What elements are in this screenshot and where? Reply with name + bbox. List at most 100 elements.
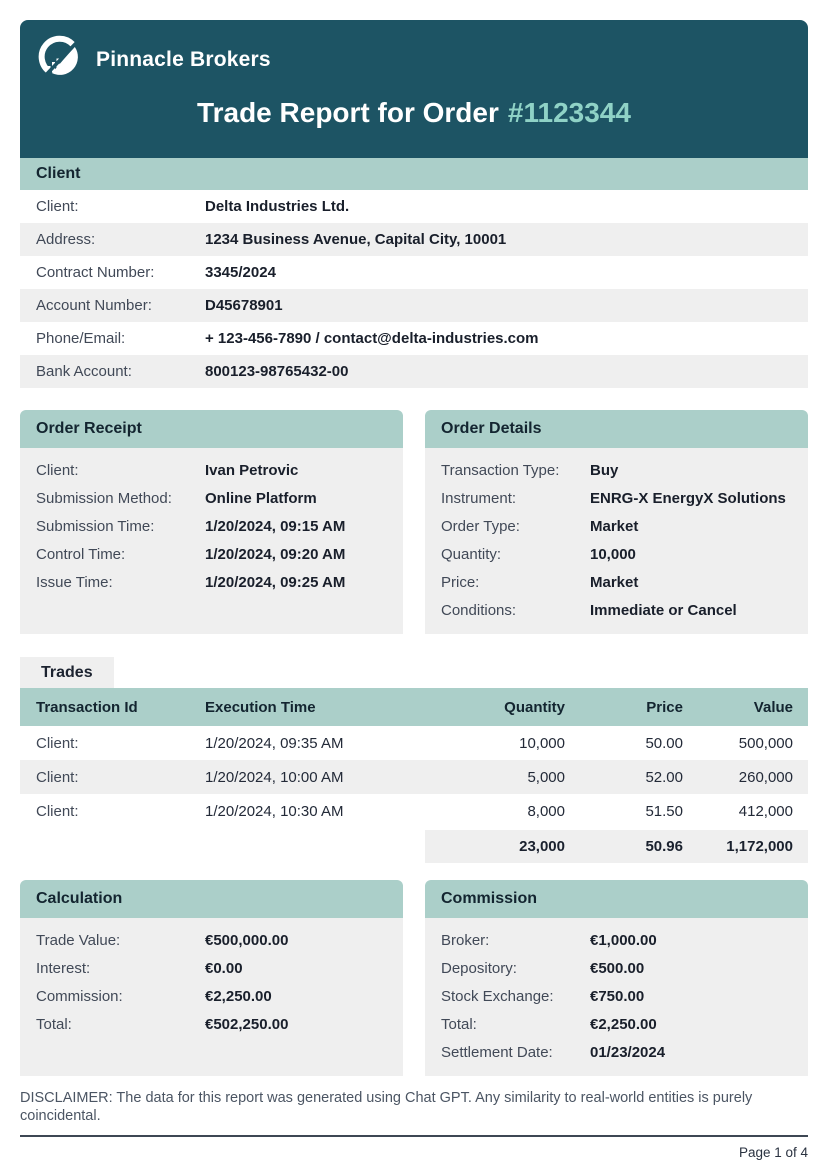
trades-section: Trades Transaction Id Execution Time Qua… bbox=[20, 657, 808, 863]
field-value: €500.00 bbox=[590, 960, 645, 977]
table-row: Client: Delta Industries Ltd. bbox=[20, 190, 808, 223]
report-header: Pinnacle Brokers Trade Report for Order #… bbox=[20, 20, 808, 158]
field-value: Online Platform bbox=[205, 490, 317, 507]
field-row: Order Type: Market bbox=[441, 513, 792, 541]
field-value: + 123-456-7890 / contact@delta-industrie… bbox=[205, 330, 539, 347]
cell-value: 500,000 bbox=[738, 734, 793, 752]
col-header-value: Value bbox=[753, 698, 793, 716]
client-section-header: Client bbox=[20, 158, 808, 190]
card-body: Transaction Type: Buy Instrument: ENRG-X… bbox=[425, 448, 808, 634]
field-value: Market bbox=[590, 574, 639, 591]
col-header-price: Price bbox=[646, 698, 683, 716]
cell-price: 52.00 bbox=[645, 768, 683, 786]
field-row: Client: Ivan Petrovic bbox=[36, 457, 387, 485]
commission-card: Commission Broker: €1,000.00 Depository:… bbox=[425, 880, 808, 1076]
field-value: 3345/2024 bbox=[205, 264, 276, 281]
table-row: Phone/Email: + 123-456-7890 / contact@de… bbox=[20, 322, 808, 355]
card-title: Order Receipt bbox=[20, 410, 403, 448]
field-label: Phone/Email: bbox=[36, 330, 126, 347]
card-body: Client: Ivan Petrovic Submission Method:… bbox=[20, 448, 403, 634]
trades-totals-row: 23,000 50.96 1,172,000 bbox=[425, 830, 808, 863]
field-label: Issue Time: bbox=[36, 574, 113, 591]
field-label: Depository: bbox=[441, 960, 517, 977]
field-label: Order Type: bbox=[441, 518, 520, 535]
field-row: Price: Market bbox=[441, 569, 792, 597]
order-details-card: Order Details Transaction Type: Buy Inst… bbox=[425, 410, 808, 634]
cell-price: 51.50 bbox=[645, 802, 683, 820]
field-value: 1/20/2024, 09:25 AM bbox=[205, 574, 346, 591]
field-label: Client: bbox=[36, 462, 79, 479]
footer-divider bbox=[20, 1135, 808, 1138]
cell-quantity: 5,000 bbox=[527, 768, 565, 786]
field-value: Market bbox=[590, 518, 639, 535]
field-row: Transaction Type: Buy bbox=[441, 457, 792, 485]
field-label: Stock Exchange: bbox=[441, 988, 554, 1005]
cell-quantity: 8,000 bbox=[527, 802, 565, 820]
field-value: €500,000.00 bbox=[205, 932, 289, 949]
summary-cards-row: Calculation Trade Value: €500,000.00 Int… bbox=[20, 880, 808, 1076]
field-row: Conditions: Immediate or Cancel bbox=[441, 597, 792, 625]
table-row: Client: 1/20/2024, 10:30 AM 8,000 51.50 … bbox=[20, 794, 808, 828]
field-label: Broker: bbox=[441, 932, 490, 949]
field-label: Bank Account: bbox=[36, 363, 132, 380]
field-value: €1,000.00 bbox=[590, 932, 657, 949]
field-label: Settlement Date: bbox=[441, 1044, 553, 1061]
field-value: 01/23/2024 bbox=[590, 1044, 666, 1061]
cell-execution-time: 1/20/2024, 09:35 AM bbox=[205, 734, 344, 752]
table-row: Contract Number: 3345/2024 bbox=[20, 256, 808, 289]
field-label: Total: bbox=[441, 1016, 477, 1033]
table-row: Client: 1/20/2024, 09:35 AM 10,000 50.00… bbox=[20, 726, 808, 760]
field-row: Total: €2,250.00 bbox=[441, 1011, 792, 1039]
field-value: €2,250.00 bbox=[205, 988, 272, 1005]
disclaimer-text: DISCLAIMER: The data for this report was… bbox=[20, 1090, 753, 1124]
field-row: Commission: €2,250.00 bbox=[36, 983, 387, 1011]
order-cards-row: Order Receipt Client: Ivan Petrovic Subm… bbox=[20, 410, 808, 634]
circle-bar-chart-icon bbox=[38, 35, 82, 84]
order-number: #1123344 bbox=[507, 97, 631, 128]
cell-transaction-id: Client: bbox=[36, 768, 79, 786]
table-row: Bank Account: 800123-98765432-00 bbox=[20, 355, 808, 388]
total-value: 1,172,000 bbox=[726, 838, 793, 855]
field-label: Submission Time: bbox=[36, 518, 155, 535]
field-label: Account Number: bbox=[36, 297, 152, 314]
field-row: Settlement Date: 01/23/2024 bbox=[441, 1039, 792, 1067]
cell-execution-time: 1/20/2024, 10:30 AM bbox=[205, 802, 344, 820]
field-value: 800123-98765432-00 bbox=[205, 363, 349, 380]
field-row: Submission Method: Online Platform bbox=[36, 485, 387, 513]
field-row: Trade Value: €500,000.00 bbox=[36, 927, 387, 955]
field-label: Conditions: bbox=[441, 602, 517, 619]
brand-name: Pinnacle Brokers bbox=[96, 47, 271, 71]
cell-transaction-id: Client: bbox=[36, 802, 79, 820]
field-row: Depository: €500.00 bbox=[441, 955, 792, 983]
total-quantity: 23,000 bbox=[519, 838, 565, 855]
field-label: Price: bbox=[441, 574, 480, 591]
card-title: Calculation bbox=[20, 880, 403, 918]
field-row: Stock Exchange: €750.00 bbox=[441, 983, 792, 1011]
cell-quantity: 10,000 bbox=[519, 734, 565, 752]
card-title: Commission bbox=[425, 880, 808, 918]
field-value: 1/20/2024, 09:20 AM bbox=[205, 546, 346, 563]
table-row: Account Number: D45678901 bbox=[20, 289, 808, 322]
field-row: Control Time: 1/20/2024, 09:20 AM bbox=[36, 541, 387, 569]
field-row: Issue Time: 1/20/2024, 09:25 AM bbox=[36, 569, 387, 597]
page-title: Trade Report for Order #1123344 bbox=[38, 97, 790, 129]
field-value: 10,000 bbox=[590, 546, 636, 563]
table-row: Address: 1234 Business Avenue, Capital C… bbox=[20, 223, 808, 256]
field-value: €502,250.00 bbox=[205, 1016, 289, 1033]
field-value: €750.00 bbox=[590, 988, 645, 1005]
field-label: Total: bbox=[36, 1016, 72, 1033]
cell-transaction-id: Client: bbox=[36, 734, 79, 752]
cell-execution-time: 1/20/2024, 10:00 AM bbox=[205, 768, 344, 786]
field-value: Delta Industries Ltd. bbox=[205, 198, 350, 215]
field-label: Interest: bbox=[36, 960, 91, 977]
field-row: Total: €502,250.00 bbox=[36, 1011, 387, 1039]
cell-value: 412,000 bbox=[738, 802, 793, 820]
field-label: Transaction Type: bbox=[441, 462, 560, 479]
field-row: Broker: €1,000.00 bbox=[441, 927, 792, 955]
title-text: Trade Report for Order bbox=[197, 97, 499, 128]
card-body: Trade Value: €500,000.00 Interest: €0.00… bbox=[20, 918, 403, 1076]
field-row: Interest: €0.00 bbox=[36, 955, 387, 983]
field-value: Buy bbox=[590, 462, 619, 479]
trades-table-header: Transaction Id Execution Time Quantity P… bbox=[20, 688, 808, 726]
field-value: D45678901 bbox=[205, 297, 283, 314]
